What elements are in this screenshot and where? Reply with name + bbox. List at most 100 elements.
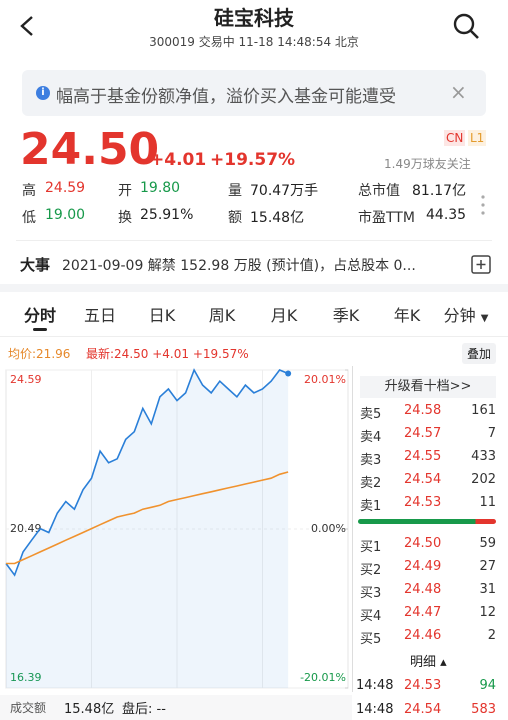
event-text[interactable]: 2021-09-09 解禁 152.98 万股 (预计值)，占总股本 0... <box>62 258 416 274</box>
badge: L1 <box>468 130 487 146</box>
book-volume: 2 <box>487 628 496 643</box>
footer-label: 成交额 <box>10 701 47 715</box>
book-label: 买1 <box>360 540 382 555</box>
tab[interactable]: 分钟 ▼ <box>443 306 489 325</box>
after-label: 盘后: <box>122 702 153 717</box>
latest: 最新:24.50 <box>86 347 149 361</box>
separator <box>0 284 508 292</box>
book-price: 24.55 <box>404 449 442 464</box>
stat-value: 44.35 <box>426 207 467 223</box>
change-pct: +19.57% <box>210 150 296 170</box>
book-label: 卖4 <box>360 430 382 445</box>
tab[interactable]: 年K <box>393 306 421 325</box>
price-area <box>6 370 289 688</box>
followers: 1.49万球友关注 <box>384 157 471 171</box>
book-volume: 12 <box>479 605 496 620</box>
stat-label: 额 <box>228 210 242 226</box>
book-label: 买2 <box>360 563 382 578</box>
info-icon: i <box>36 86 50 100</box>
book-volume: 59 <box>479 536 496 551</box>
book-volume: 31 <box>479 582 496 597</box>
y2-tick-label: 20.01% <box>304 373 346 386</box>
ratio-bar <box>358 519 496 524</box>
change: +4.01 <box>150 150 207 170</box>
tab[interactable]: 月K <box>270 306 298 325</box>
stat-label: 高 <box>22 183 36 199</box>
stat-value: 19.00 <box>45 207 86 223</box>
status: 交易中 11-18 14:48:54 北京 <box>198 35 359 49</box>
book-label: 卖2 <box>360 476 382 491</box>
tab[interactable]: 分时 <box>23 306 56 325</box>
price: 24.50 <box>20 124 160 175</box>
trade-volume: 94 <box>479 678 496 693</box>
book-volume: 202 <box>471 472 496 487</box>
book-volume: 27 <box>479 559 496 574</box>
trade-price: 24.53 <box>404 678 442 693</box>
title: 硅宝科技 <box>214 6 294 30</box>
search-button[interactable] <box>450 10 482 42</box>
footer-bar <box>0 695 352 720</box>
stat-label: 低 <box>22 210 36 226</box>
tab[interactable]: 五日 <box>83 306 116 325</box>
avg-line <box>6 471 289 565</box>
trades-title-text: 明细 <box>410 655 437 670</box>
avg-label: 均价:21.96 <box>8 347 71 361</box>
trade-volume: 583 <box>471 702 496 717</box>
book-price: 24.48 <box>404 582 442 597</box>
book-volume: 11 <box>479 495 496 510</box>
stat-value: 24.59 <box>45 180 86 196</box>
book-price: 24.49 <box>404 559 442 574</box>
divider <box>16 240 492 241</box>
price-line <box>5 368 289 577</box>
event-label: 大事 <box>20 256 51 274</box>
stat-label: 总市值 <box>358 183 400 199</box>
book-price: 24.58 <box>404 403 442 418</box>
latest-dot <box>285 370 292 377</box>
after-hours: 盘后: -- <box>122 698 166 717</box>
badge: CN <box>444 130 466 146</box>
tab[interactable]: 周K <box>208 306 236 325</box>
calendar-icon[interactable] <box>470 253 492 275</box>
change-pct: +19.57% <box>192 347 249 361</box>
upgrade-button[interactable]: 升级看十档>> <box>360 376 496 398</box>
book-price: 24.46 <box>404 628 442 643</box>
intraday-chart: 24.59 20.49 16.39 20.01% 0.00% -20.01% <box>5 368 349 689</box>
y2-tick-label: -20.01% <box>300 671 346 684</box>
stat-value: 81.17亿 <box>412 183 467 199</box>
close-icon[interactable]: × <box>450 80 467 104</box>
book-price: 24.57 <box>404 426 442 441</box>
more-icon[interactable] <box>478 193 488 217</box>
y-tick-label: 24.59 <box>10 373 42 386</box>
back-button[interactable] <box>16 14 40 38</box>
stat-value: 70.47万手 <box>250 183 319 199</box>
trade-price: 24.54 <box>404 702 442 717</box>
book-price: 24.47 <box>404 605 442 620</box>
notice-bar[interactable]: i 幅高于基金份额净值，溢价买入基金可能遭受 × <box>22 70 486 116</box>
book-volume: 161 <box>471 403 496 418</box>
y-tick-label: 20.49 <box>10 522 42 535</box>
stat-label: 开 <box>118 183 132 199</box>
trades-title[interactable]: 明细 ▴ <box>410 655 447 670</box>
book-label: 买5 <box>360 632 382 647</box>
stat-value: 25.91% <box>140 207 194 223</box>
notice-text: 幅高于基金份额净值，溢价买入基金可能遭受 <box>56 87 396 107</box>
tab[interactable]: 季K <box>332 306 360 325</box>
footer-value: 15.48亿 <box>64 702 115 717</box>
y2-tick-label: 0.00% <box>311 522 346 535</box>
trade-time: 14:48 <box>356 678 394 693</box>
book-price: 24.53 <box>404 495 442 510</box>
y-tick-label: 16.39 <box>10 671 42 684</box>
dropdown-arrow: ▼ <box>480 313 489 324</box>
book-price: 24.50 <box>404 536 442 551</box>
divider <box>0 336 508 337</box>
subtitle: 300019 交易中 11-18 14:48:54 北京 <box>0 33 508 50</box>
stat-label: 量 <box>228 183 242 199</box>
code: 300019 <box>149 35 195 49</box>
stat-value: 19.80 <box>140 180 181 196</box>
book-volume: 433 <box>471 449 496 464</box>
tab[interactable]: 日K <box>148 306 176 325</box>
trade-time: 14:48 <box>356 702 394 717</box>
change: +4.01 <box>152 347 190 361</box>
overlay-button[interactable]: 叠加 <box>462 343 497 364</box>
